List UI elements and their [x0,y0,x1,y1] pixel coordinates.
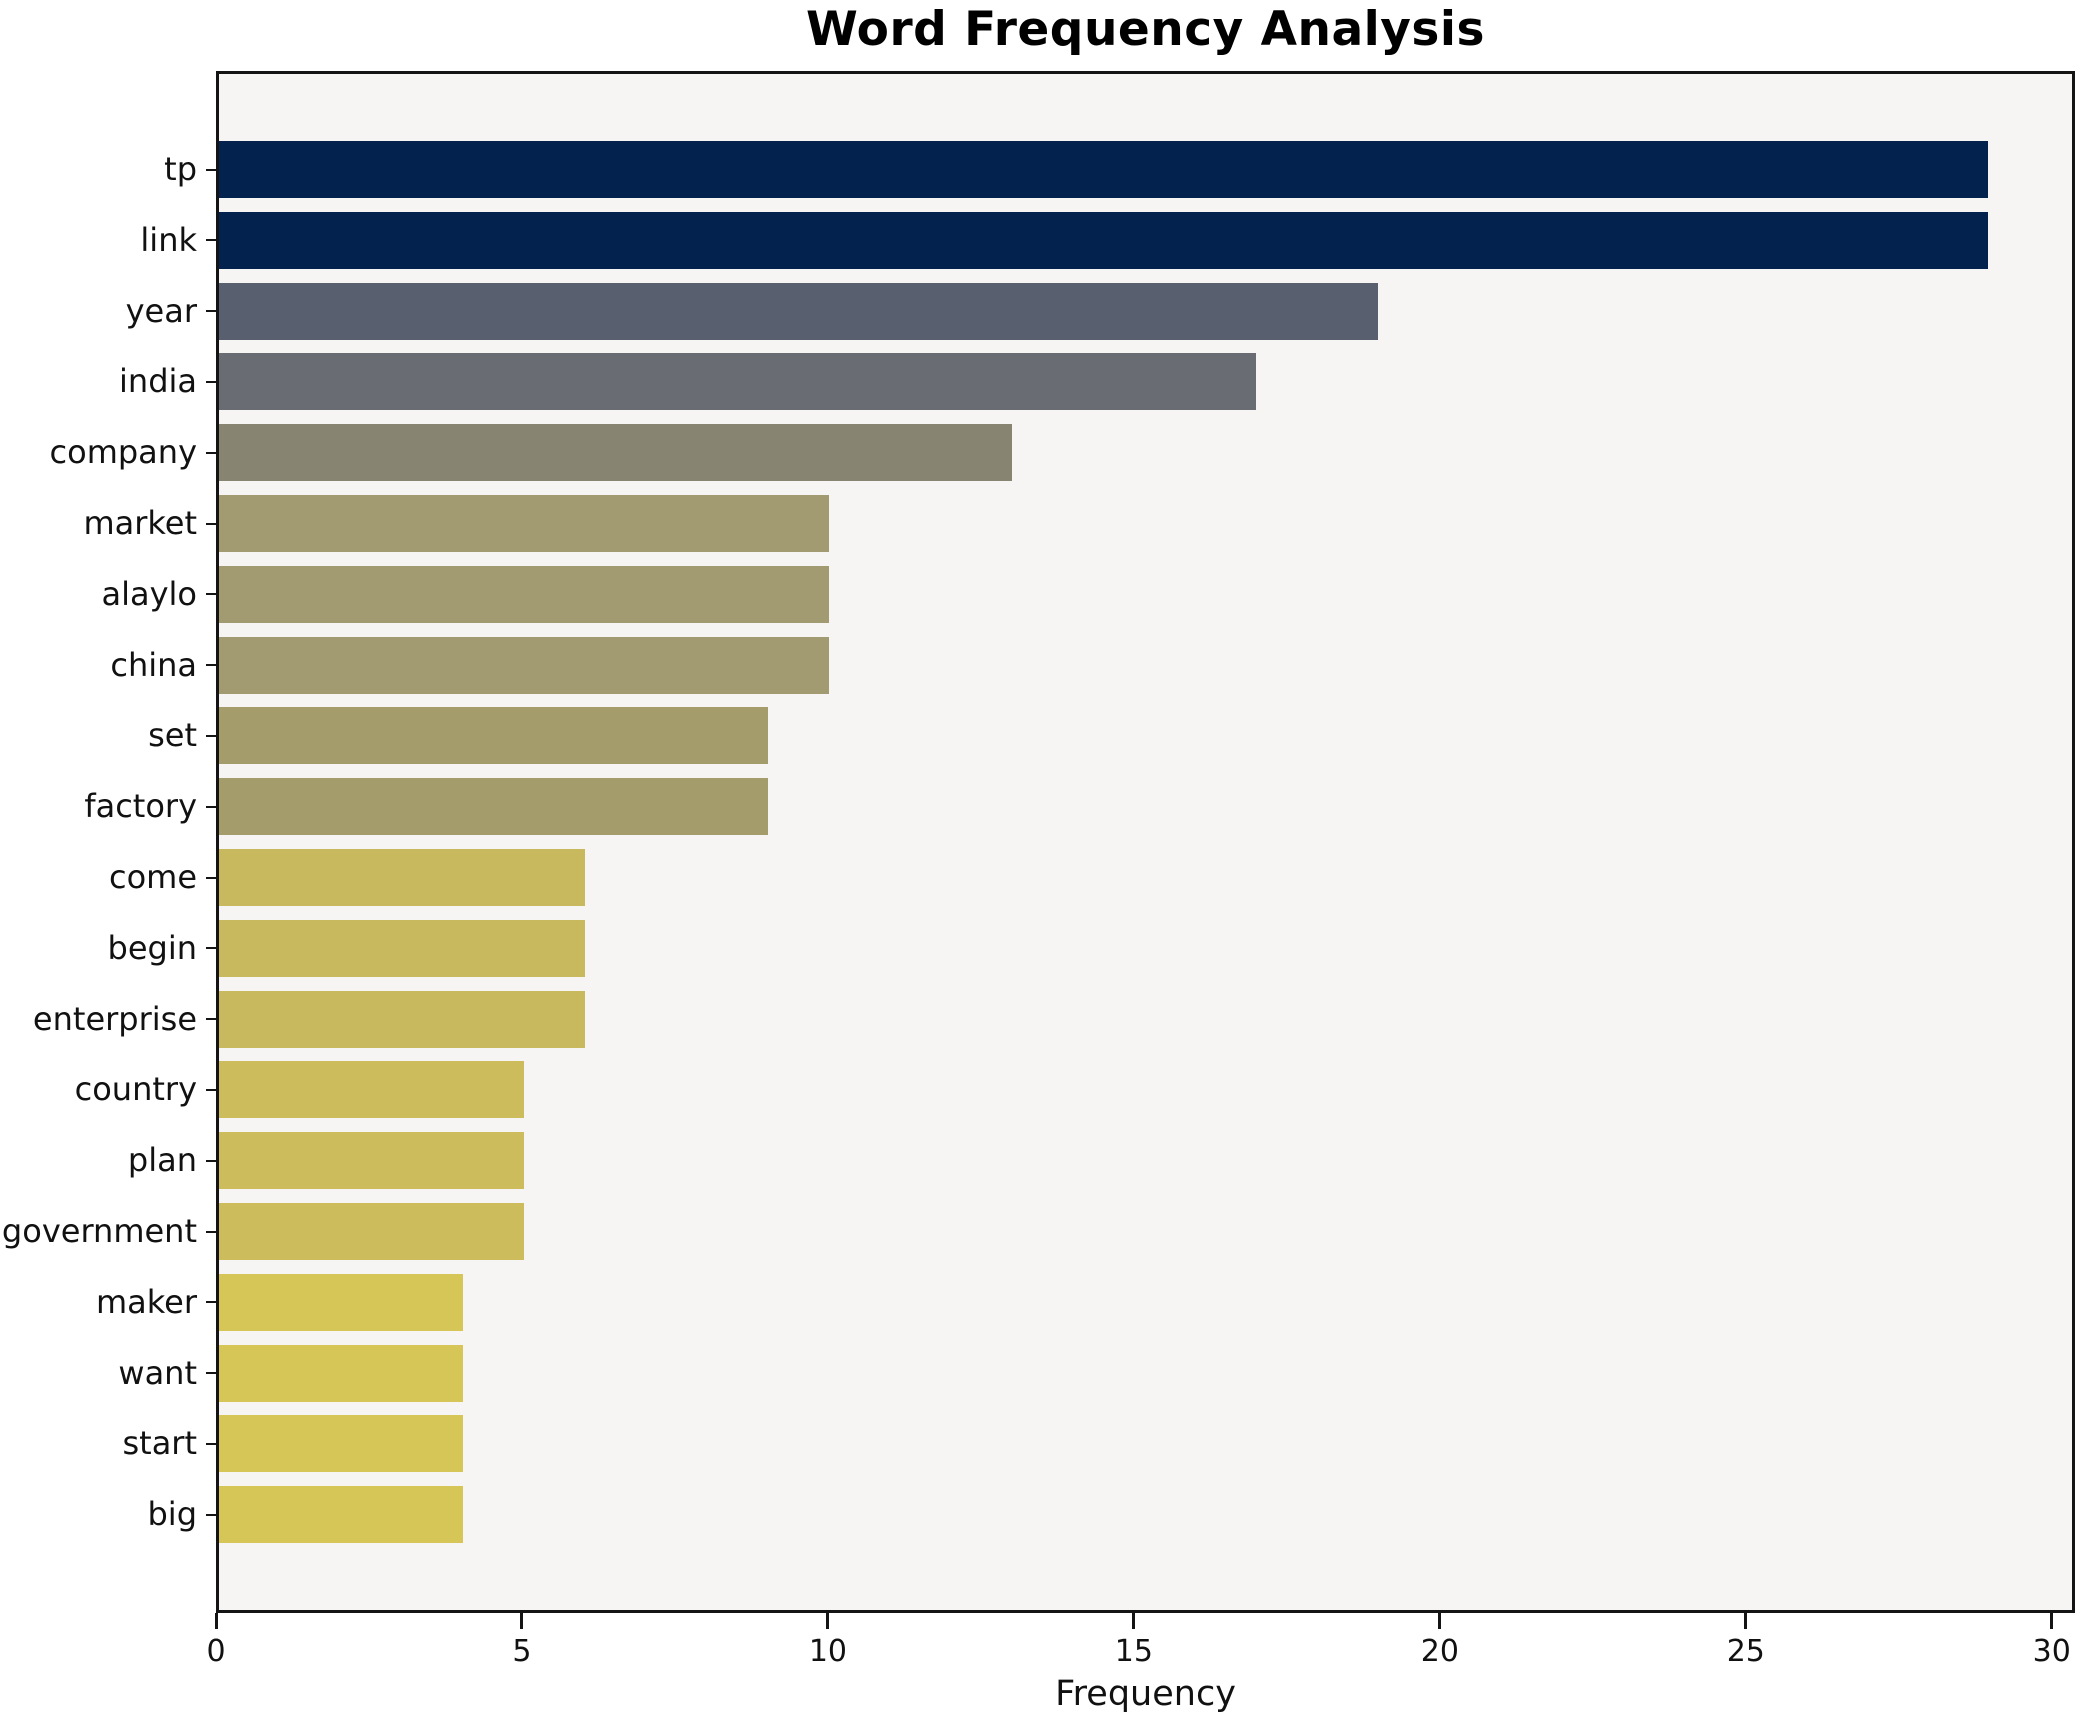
x-tick-15 [1132,1613,1136,1629]
y-label-enterprise: enterprise [32,999,197,1038]
x-tick-label-30: 30 [2032,1634,2071,1669]
x-tick-30 [2050,1613,2054,1629]
y-label-set: set [148,716,197,755]
bar-year [219,282,1378,340]
y-tick-india [206,380,216,383]
plot-area [216,71,2075,1613]
y-tick-big [206,1513,216,1516]
y-tick-start [206,1442,216,1445]
y-label-start: start [122,1424,197,1463]
bar-set [219,707,768,765]
y-tick-want [206,1372,216,1375]
y-label-want: want [118,1353,197,1392]
y-label-india: india [119,362,197,401]
bar-alaylo [219,565,829,623]
bar-india [219,353,1256,411]
bar-china [219,636,829,694]
y-label-country: country [74,1070,197,1109]
y-tick-china [206,664,216,667]
bar-government [219,1203,524,1260]
y-label-factory: factory [84,787,197,826]
x-tick-20 [1438,1613,1442,1629]
y-label-government: government [1,1212,197,1250]
y-tick-market [206,522,216,525]
bar-market [219,495,829,552]
x-tick-label-10: 10 [808,1634,847,1669]
chart-title: Word Frequency Analysis [806,2,1485,57]
bar-start [219,1415,463,1473]
x-tick-25 [1744,1613,1748,1629]
x-tick-label-25: 25 [1726,1634,1765,1669]
bar-big [219,1486,463,1544]
y-label-big: big [147,1495,197,1534]
y-tick-tp [206,168,216,171]
bar-plan [219,1132,524,1190]
bar-want [219,1344,463,1402]
x-tick-0 [214,1613,218,1629]
bar-country [219,1061,524,1119]
bar-come [219,849,585,906]
y-tick-link [206,239,216,242]
y-tick-factory [206,805,216,808]
x-tick-label-15: 15 [1114,1634,1153,1669]
y-label-maker: maker [95,1282,197,1321]
y-tick-company [206,451,216,454]
bar-enterprise [219,990,585,1048]
x-axis-label: Frequency [1055,1674,1236,1714]
y-tick-come [206,876,216,879]
y-tick-alaylo [206,593,216,596]
y-label-come: come [108,858,197,896]
y-label-market: market [83,504,197,542]
y-tick-enterprise [206,1018,216,1021]
y-label-link: link [140,220,197,259]
y-label-tp: tp [164,150,197,188]
y-tick-maker [206,1301,216,1304]
y-tick-country [206,1088,216,1091]
bar-factory [219,778,768,836]
bar-begin [219,919,585,977]
bar-link [219,211,1988,269]
y-label-plan: plan [127,1141,197,1180]
y-label-begin: begin [107,928,197,967]
x-tick-label-20: 20 [1420,1634,1459,1669]
y-label-company: company [49,433,197,472]
y-label-year: year [125,291,197,330]
y-label-alaylo: alaylo [101,574,197,613]
y-tick-year [206,310,216,313]
y-label-china: china [110,645,197,684]
bar-maker [219,1273,463,1331]
x-tick-10 [826,1613,830,1629]
y-tick-government [206,1230,216,1233]
y-tick-begin [206,947,216,950]
y-tick-plan [206,1159,216,1162]
y-tick-set [206,734,216,737]
x-tick-label-0: 0 [206,1634,226,1669]
x-tick-label-5: 5 [512,1634,532,1669]
x-tick-5 [520,1613,524,1629]
bar-company [219,424,1012,482]
bar-tp [219,141,1988,198]
